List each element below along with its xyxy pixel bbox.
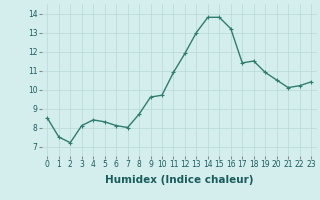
- X-axis label: Humidex (Indice chaleur): Humidex (Indice chaleur): [105, 175, 253, 185]
